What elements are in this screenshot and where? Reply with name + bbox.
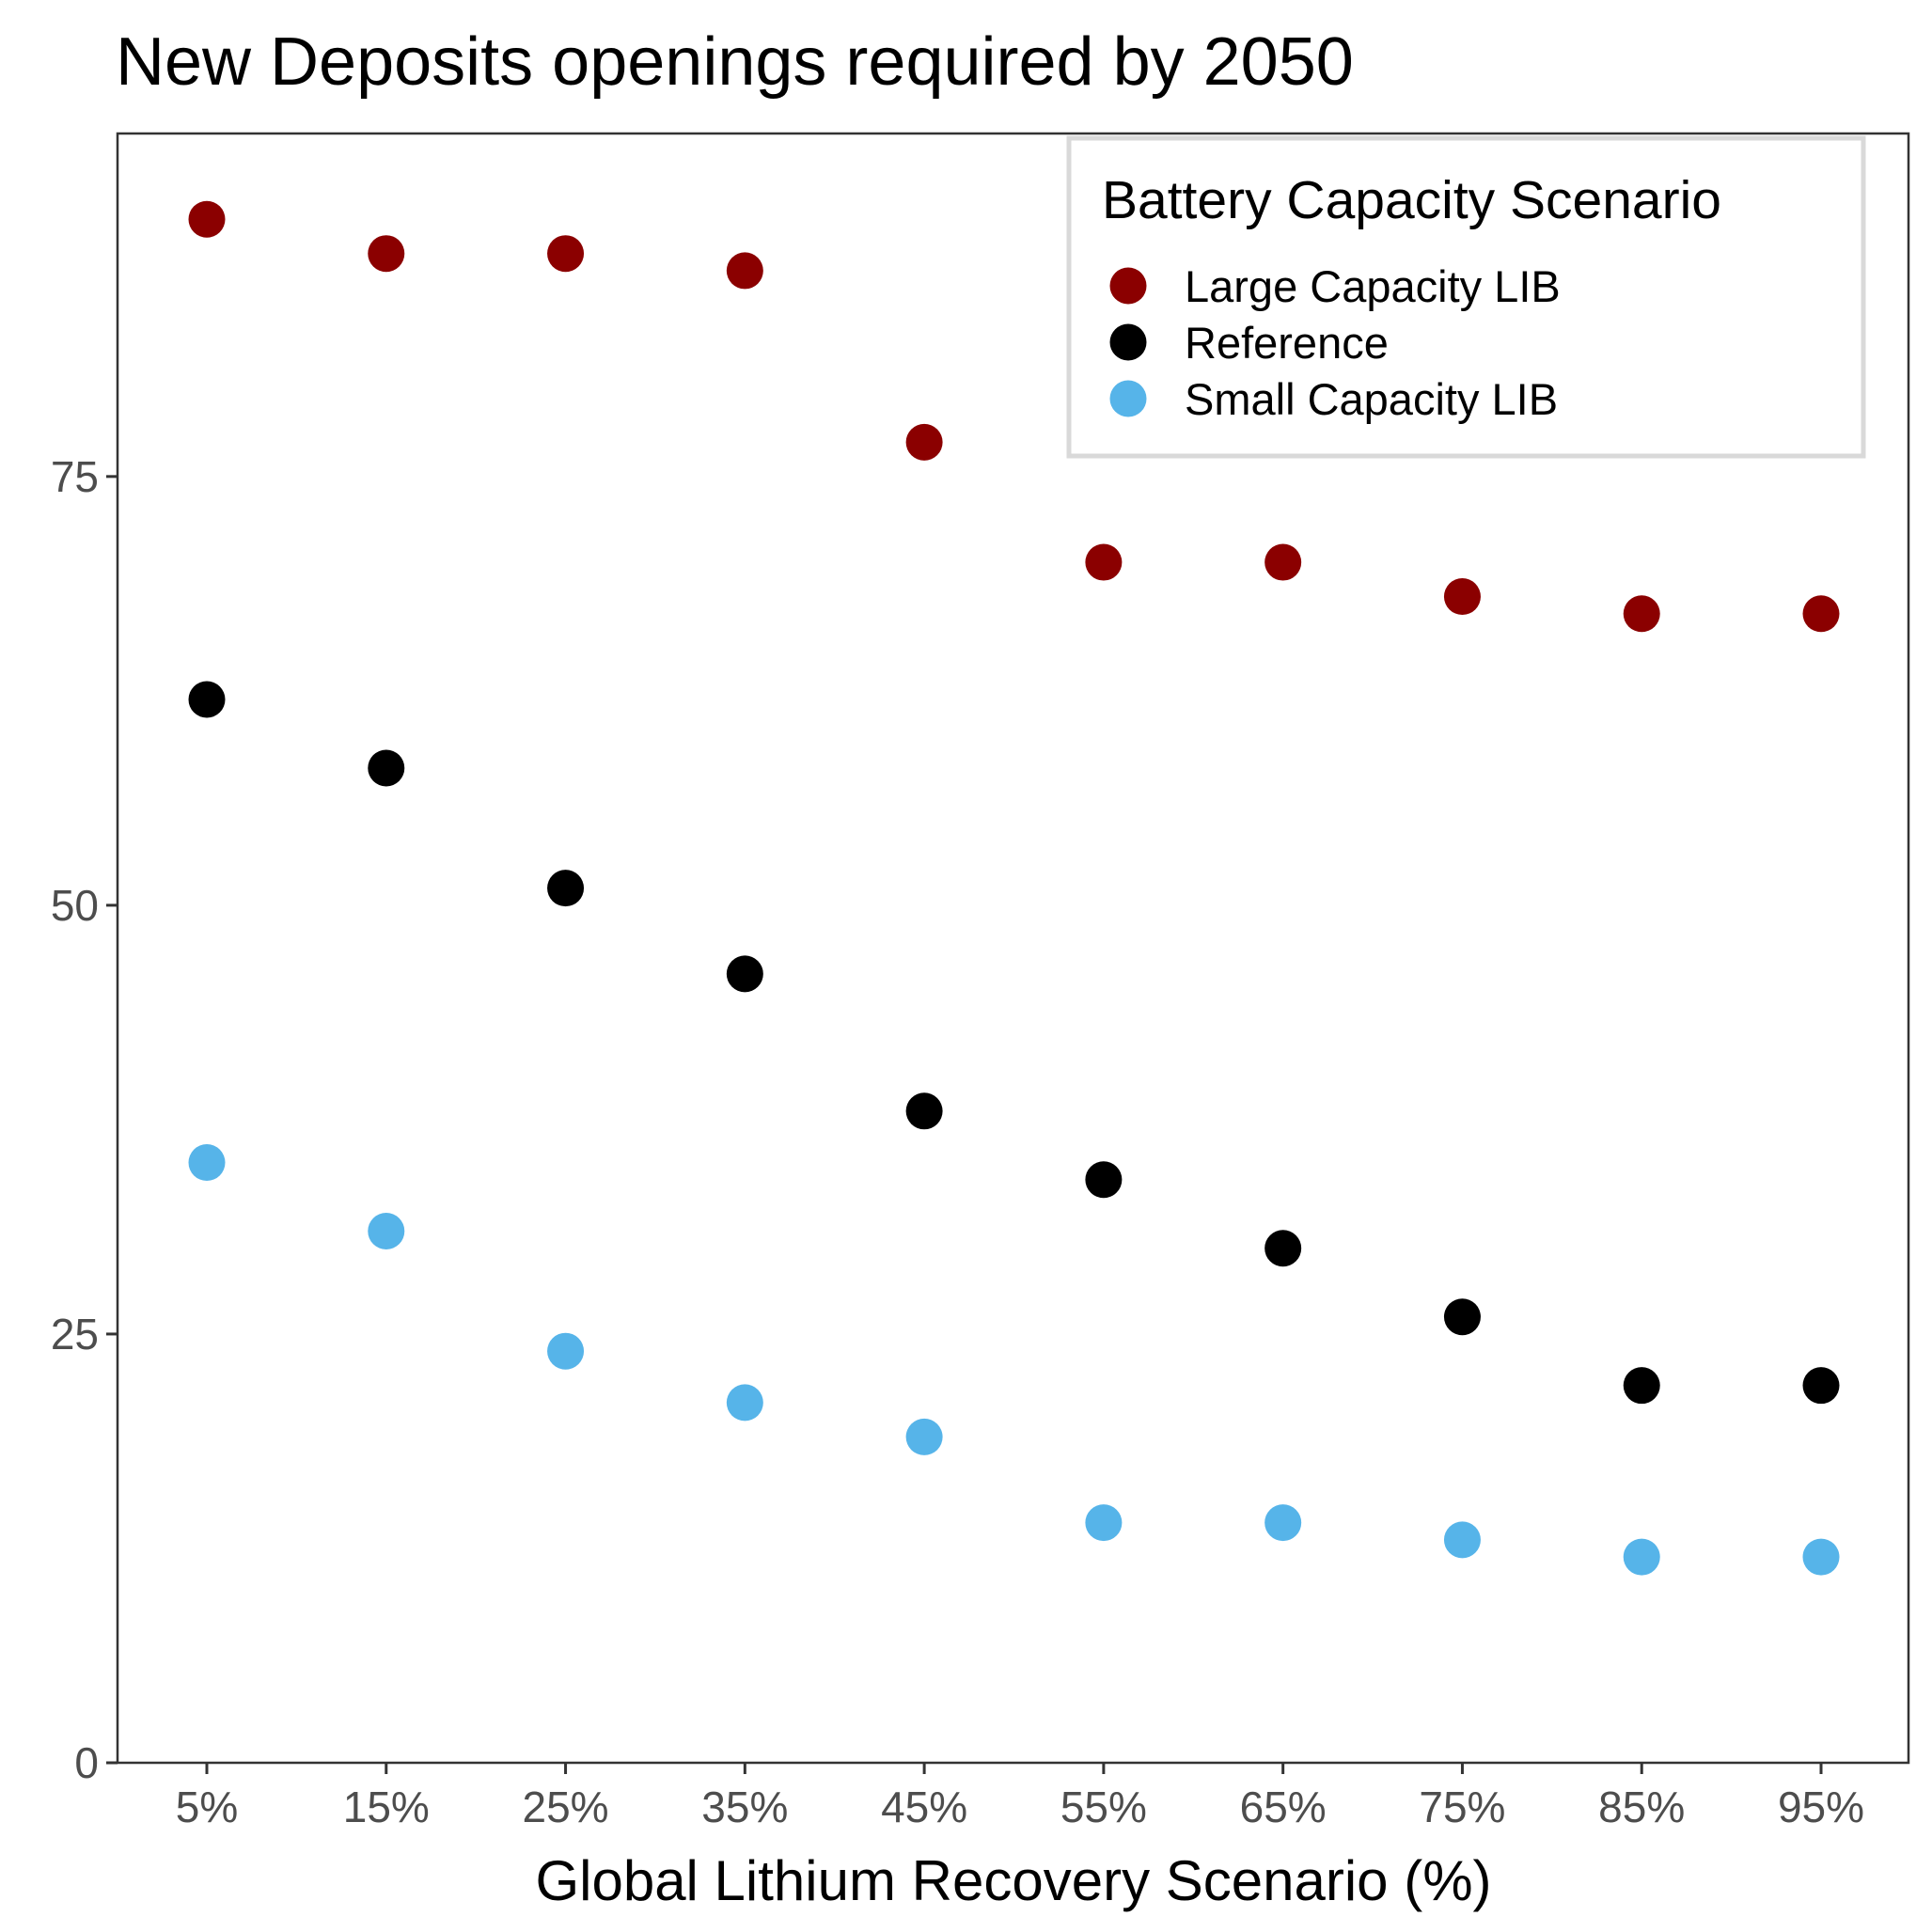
data-point	[905, 1418, 943, 1455]
x-tick-label: 65%	[1240, 1783, 1327, 1831]
data-point	[368, 235, 405, 273]
legend-item: Reference	[1109, 318, 1389, 368]
legend-label: Small Capacity LIB	[1185, 374, 1558, 424]
y-tick-label: 75	[51, 452, 99, 501]
data-point	[547, 870, 585, 907]
legend: Battery Capacity Scenario Large Capacity…	[1066, 135, 1866, 459]
chart-title: New Deposits openings required by 2050	[116, 24, 1354, 100]
data-point	[188, 681, 226, 718]
data-point	[726, 1384, 763, 1422]
x-axis: 5% 15% 25% 35% 45% 55% 65% 75% 85% 95%	[176, 1763, 1864, 1831]
x-tick-label: 45%	[881, 1783, 967, 1831]
data-point	[1623, 595, 1660, 633]
series-small-capacity-lib	[188, 1144, 1840, 1576]
data-point	[726, 252, 763, 290]
data-point	[905, 1092, 943, 1130]
data-point	[1802, 1367, 1840, 1405]
x-tick-label: 55%	[1060, 1783, 1147, 1831]
x-tick-label: 35%	[701, 1783, 788, 1831]
data-point	[1623, 1538, 1660, 1576]
legend-item: Large Capacity LIB	[1109, 261, 1561, 311]
x-tick-label: 75%	[1419, 1783, 1505, 1831]
legend-items: Large Capacity LIB Reference Small Capacit…	[1109, 261, 1561, 424]
legend-title: Battery Capacity Scenario	[1102, 170, 1721, 230]
data-point	[1085, 1504, 1123, 1542]
legend-key	[1109, 267, 1147, 305]
legend-box	[1066, 135, 1866, 459]
x-tick-label: 95%	[1778, 1783, 1864, 1831]
data-point	[726, 955, 763, 993]
data-point	[188, 1144, 226, 1182]
data-point	[368, 1212, 405, 1249]
x-axis-title: Global Lithium Recovery Scenario (%)	[535, 1849, 1491, 1912]
data-point	[547, 235, 585, 273]
y-tick-label: 50	[51, 881, 99, 930]
data-point	[1085, 543, 1123, 581]
data-point	[1264, 1504, 1302, 1542]
data-points	[188, 200, 1840, 1576]
data-point	[1085, 1161, 1123, 1199]
data-point	[1802, 595, 1840, 633]
data-point	[1623, 1367, 1660, 1405]
data-point	[188, 200, 226, 238]
series-reference	[188, 681, 1840, 1405]
x-tick-label: 85%	[1598, 1783, 1685, 1831]
series-large-capacity-lib	[188, 200, 1840, 633]
x-tick-label: 25%	[523, 1783, 609, 1831]
data-point	[1443, 1521, 1481, 1559]
y-tick-label: 25	[51, 1310, 99, 1359]
y-axis: 0 25 50 75	[51, 452, 118, 1787]
data-point	[1264, 1230, 1302, 1267]
data-point	[1264, 543, 1302, 581]
data-point	[547, 1332, 585, 1370]
y-tick-label: 0	[74, 1738, 99, 1787]
data-point	[1802, 1538, 1840, 1576]
legend-label: Reference	[1185, 318, 1389, 368]
legend-label: Large Capacity LIB	[1185, 261, 1561, 311]
legend-key	[1109, 380, 1147, 417]
data-point	[368, 749, 405, 787]
legend-key	[1109, 323, 1147, 361]
data-point	[1443, 578, 1481, 616]
x-tick-label: 5%	[176, 1783, 238, 1831]
data-point	[905, 423, 943, 461]
legend-item: Small Capacity LIB	[1109, 374, 1558, 424]
data-point	[1443, 1298, 1481, 1336]
x-tick-label: 15%	[343, 1783, 430, 1831]
